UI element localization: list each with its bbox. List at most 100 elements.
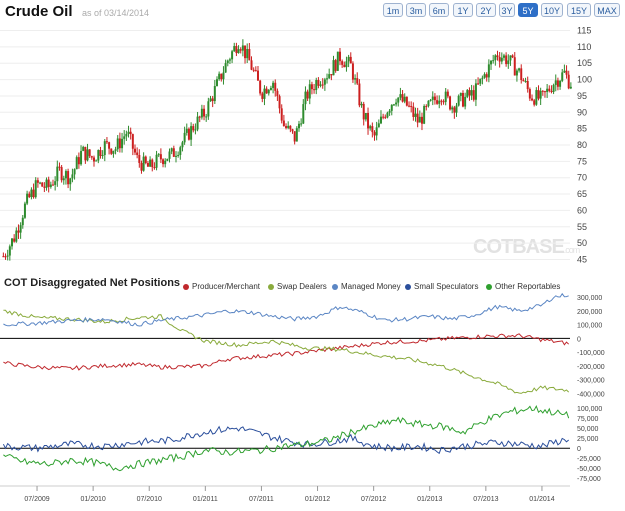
legend-item[interactable]: Managed Money xyxy=(332,282,401,291)
legend-label: Managed Money xyxy=(341,282,401,291)
x-tick-label: 07/2013 xyxy=(473,496,498,503)
candle-body xyxy=(360,103,363,106)
candle-body xyxy=(330,74,333,76)
candle-body xyxy=(386,112,389,118)
candle-body xyxy=(369,126,372,129)
candle-body xyxy=(297,123,300,129)
zoom-button-10y[interactable]: 10Y xyxy=(541,3,563,17)
candle-body xyxy=(563,70,566,73)
legend-item[interactable]: Producer/Merchant xyxy=(183,282,260,291)
zoom-button-2y[interactable]: 2Y xyxy=(476,3,496,17)
candle-body xyxy=(323,79,326,85)
cot-chart-title: COT Disaggregated Net Positions xyxy=(4,277,181,289)
zoom-button-5y[interactable]: 5Y xyxy=(518,3,538,17)
candle-body xyxy=(86,149,89,161)
candle-body xyxy=(99,150,102,156)
candle-body xyxy=(252,69,255,71)
zoom-button-15y[interactable]: 15Y xyxy=(567,3,591,17)
candle-body xyxy=(513,57,516,76)
candle-body xyxy=(354,78,357,80)
candle-body xyxy=(282,120,285,127)
candle-body xyxy=(388,110,391,113)
candle-body xyxy=(235,46,238,54)
candle-body xyxy=(82,146,85,151)
small-tick-label: 50,000 xyxy=(577,426,599,433)
candle-body xyxy=(95,160,98,162)
candle-body xyxy=(41,182,44,187)
zoom-button-3y[interactable]: 3Y xyxy=(499,3,515,17)
candle-body xyxy=(295,128,298,142)
candle-body xyxy=(341,61,344,65)
small-tick-label: 75,000 xyxy=(577,416,599,423)
candle-body xyxy=(466,90,469,97)
zoom-button-3m[interactable]: 3m xyxy=(406,3,426,17)
candle-body xyxy=(500,57,503,62)
candle-body xyxy=(244,45,247,59)
candle-body xyxy=(315,80,318,91)
legend-item[interactable]: Small Speculators xyxy=(405,282,478,291)
candle-body xyxy=(101,155,104,157)
candle-body xyxy=(116,138,119,150)
zoom-button-1y[interactable]: 1Y xyxy=(453,3,473,17)
candle-body xyxy=(567,74,570,89)
candle-body xyxy=(239,49,242,51)
candle-body xyxy=(414,113,417,117)
zoom-button-6m[interactable]: 6m xyxy=(429,3,449,17)
legend-swatch xyxy=(486,283,492,290)
candle-body xyxy=(62,178,65,181)
candle-body xyxy=(289,125,292,130)
candle-body xyxy=(358,83,361,106)
candle-body xyxy=(267,89,270,94)
candle-body xyxy=(192,126,195,131)
price-tick-label: 80 xyxy=(577,140,587,150)
candle-body xyxy=(203,108,206,117)
candle-body xyxy=(4,256,7,258)
zoom-button-max[interactable]: MAX xyxy=(594,3,620,17)
price-tick-label: 95 xyxy=(577,91,587,101)
candle-body xyxy=(285,126,288,128)
small-tick-label: 0 xyxy=(577,446,581,453)
candle-body xyxy=(261,93,264,99)
candle-body xyxy=(515,70,518,76)
legend-item[interactable]: Swap Dealers xyxy=(268,282,327,291)
price-tick-label: 85 xyxy=(577,124,587,134)
cot-tick-label: -100,000 xyxy=(577,350,605,357)
candle-body xyxy=(356,78,359,84)
candle-body xyxy=(546,88,549,92)
candle-body xyxy=(149,159,152,167)
candle-body xyxy=(408,105,411,107)
candle-body xyxy=(347,56,350,62)
zoom-button-1m[interactable]: 1m xyxy=(383,3,403,17)
price-tick-label: 60 xyxy=(577,205,587,215)
candle-body xyxy=(80,150,83,165)
x-tick-label: 07/2009 xyxy=(24,496,49,503)
candle-body xyxy=(362,103,365,120)
candle-body xyxy=(502,55,505,58)
candle-body xyxy=(548,88,551,91)
candle-body xyxy=(423,106,426,124)
candle-body xyxy=(131,134,134,149)
candle-body xyxy=(384,116,387,118)
candle-body xyxy=(293,131,296,142)
candle-body xyxy=(505,55,508,65)
legend-swatch xyxy=(405,283,411,290)
candle-body xyxy=(56,166,59,182)
candle-body xyxy=(90,156,93,158)
candle-body xyxy=(535,90,538,105)
candle-body xyxy=(211,98,214,102)
x-tick-label: 01/2010 xyxy=(80,496,105,503)
legend-item[interactable]: Other Reportables xyxy=(486,282,560,291)
candle-body xyxy=(379,116,382,124)
candle-body xyxy=(403,96,406,102)
candle-body xyxy=(559,80,562,87)
candle-body xyxy=(550,90,553,92)
candle-body xyxy=(133,148,136,153)
candle-body xyxy=(213,86,216,102)
candle-body xyxy=(26,193,29,204)
x-tick-label: 07/2010 xyxy=(137,496,162,503)
legend-swatch xyxy=(183,283,189,290)
candle-body xyxy=(194,129,197,131)
candle-body xyxy=(228,59,231,61)
candle-body xyxy=(54,181,57,185)
